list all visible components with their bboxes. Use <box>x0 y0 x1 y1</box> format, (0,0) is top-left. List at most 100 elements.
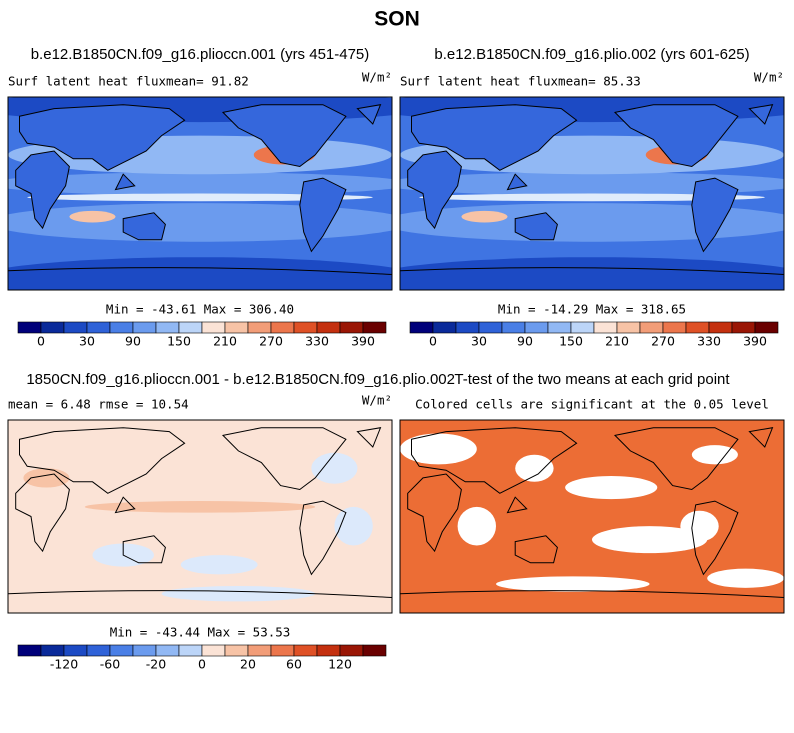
colorbar-label: 60 <box>286 657 302 672</box>
colorbar-box <box>731 321 756 334</box>
map-field-patch <box>515 454 554 482</box>
colorbar-box <box>155 321 180 334</box>
min-max: Min = -14.29 Max = 318.65 <box>498 302 686 317</box>
coastline <box>514 212 558 241</box>
map-frame <box>399 96 785 291</box>
map-field-patch <box>419 193 765 202</box>
colorbar-box <box>178 644 203 657</box>
colorbar-box <box>362 321 387 334</box>
colorbar-label: 90 <box>517 334 533 349</box>
colorbar-label: 150 <box>167 334 191 349</box>
coastline <box>15 150 70 230</box>
colorbar-box <box>224 321 249 334</box>
figure-title: SON <box>374 8 420 31</box>
map-frame <box>7 419 393 614</box>
min-max: Min = -43.61 Max = 306.40 <box>106 302 294 317</box>
coastline <box>356 104 382 125</box>
coastline <box>8 590 392 599</box>
panel-title: b.e12.B1850CN.f09_g16.plioccn.001 (yrs 4… <box>31 46 370 63</box>
colorbar-box <box>17 644 42 657</box>
panel-title: b.e12.B1850CN.f09_g16.plio.002 (yrs 601-… <box>434 46 749 63</box>
coastline <box>613 104 739 168</box>
colorbar-box <box>270 321 295 334</box>
colorbar-box <box>478 321 503 334</box>
coastline <box>613 427 739 491</box>
map-frame <box>399 419 785 614</box>
colorbar-label: 390 <box>351 334 375 349</box>
coastline <box>114 173 136 191</box>
coastline <box>114 496 136 514</box>
coastline <box>19 427 186 494</box>
colorbar-box <box>109 321 134 334</box>
colorbar-box <box>293 321 318 334</box>
colorbar-label: -20 <box>146 657 166 672</box>
coastline <box>748 104 774 125</box>
coastline <box>400 590 784 599</box>
colorbar-box <box>362 644 387 657</box>
map-field-patch <box>461 210 508 223</box>
colorbar-label: 90 <box>125 334 141 349</box>
coastline <box>122 212 166 241</box>
coastline <box>221 427 347 491</box>
coastline <box>748 427 774 448</box>
colorbar-box <box>339 644 364 657</box>
panel-subtitle: Colored cells are significant at the 0.0… <box>415 397 769 412</box>
colorbar-label: 270 <box>259 334 283 349</box>
colorbar-box <box>547 321 572 334</box>
colorbar-box <box>524 321 549 334</box>
coastline <box>691 500 739 576</box>
coastline <box>299 177 347 253</box>
coastline <box>407 150 462 230</box>
map-field-patch <box>311 452 358 484</box>
map-field <box>8 420 392 613</box>
colorbar-label: 330 <box>697 334 721 349</box>
colorbar-label: 120 <box>328 657 352 672</box>
colorbar-box <box>86 644 111 657</box>
coastline <box>506 173 528 191</box>
min-max: Min = -43.44 Max = 53.53 <box>110 625 291 640</box>
colorbar-box <box>132 321 157 334</box>
colorbar-box <box>17 321 42 334</box>
colorbar-box <box>132 644 157 657</box>
map <box>7 96 393 291</box>
colorbar-box <box>178 321 203 334</box>
colorbar-label: 30 <box>471 334 487 349</box>
map-field-patch <box>565 475 658 500</box>
map-frame <box>7 96 393 291</box>
colorbar-box <box>247 321 272 334</box>
panel-subtitle: Surf latent heat fluxmean= 85.33 <box>400 74 641 89</box>
colorbar-box <box>63 321 88 334</box>
map-field <box>400 97 784 290</box>
map-field-patch <box>23 468 70 488</box>
units: W/m² <box>362 70 392 85</box>
coastline <box>15 473 70 553</box>
colorbar-box <box>155 644 180 657</box>
colorbar-label: 30 <box>79 334 95 349</box>
colorbar-label: 330 <box>305 334 329 349</box>
map-field-patch <box>691 445 738 465</box>
units: W/m² <box>362 393 392 408</box>
colorbar-box <box>201 644 226 657</box>
colorbar-label: 210 <box>605 334 629 349</box>
colorbar-box <box>409 321 434 334</box>
units: W/m² <box>754 70 784 85</box>
colorbar-label: -60 <box>100 657 120 672</box>
colorbar-box <box>316 644 341 657</box>
colorbar-label: 20 <box>240 657 256 672</box>
colorbar-box <box>593 321 618 334</box>
map-field-patch <box>707 568 784 588</box>
map-field-patch <box>400 172 784 196</box>
map-field-patch <box>8 172 392 196</box>
colorbar-box <box>501 321 526 334</box>
colorbar-box <box>570 321 595 334</box>
panel-subtitle: mean = 6.48 rmse = 10.54 <box>8 397 189 412</box>
colorbar-label: 210 <box>213 334 237 349</box>
colorbar-box <box>40 321 65 334</box>
map-field-patch <box>592 526 708 554</box>
colorbar-box <box>639 321 664 334</box>
colorbar-box <box>293 644 318 657</box>
colorbar-box <box>270 644 295 657</box>
colorbar-box <box>685 321 710 334</box>
panel-subtitle: Surf latent heat fluxmean= 91.82 <box>8 74 249 89</box>
